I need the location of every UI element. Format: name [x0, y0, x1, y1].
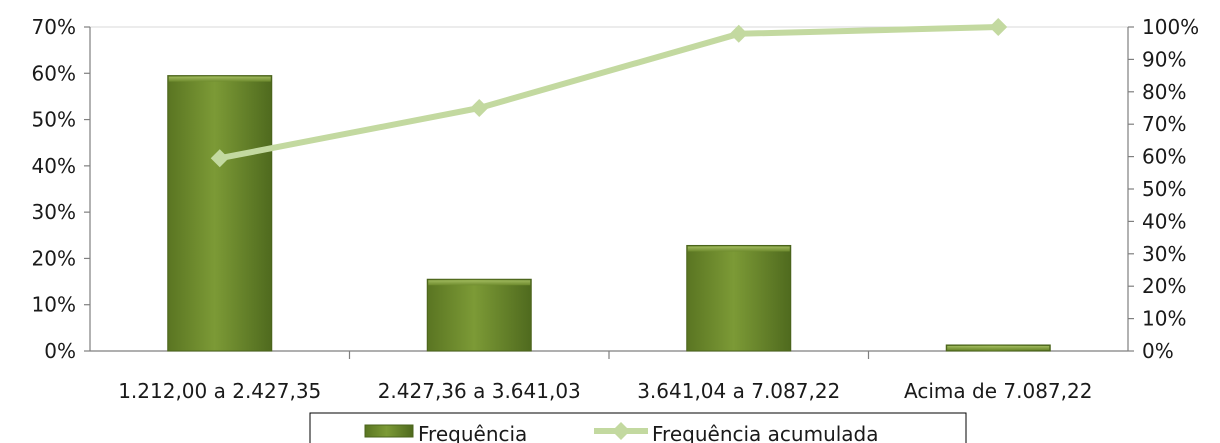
y-left-tick-label: 10% [32, 293, 76, 317]
y-right-tick-label: 20% [1142, 274, 1186, 298]
y-left-tick-label: 30% [32, 200, 76, 224]
bar [686, 244, 792, 352]
y-right-tick-label: 40% [1142, 209, 1186, 233]
cumulative-point [729, 24, 748, 43]
y-right-tick-label: 100% [1142, 15, 1199, 39]
bar-highlight [947, 345, 1050, 350]
bar [167, 75, 273, 352]
legend-label-acumulada: Frequência acumulada [652, 422, 879, 443]
y-right-tick-label: 60% [1142, 145, 1186, 169]
x-category-label: 2.427,36 a 3.641,03 [378, 379, 581, 403]
x-category-label: 3.641,04 a 7.087,22 [637, 379, 840, 403]
y-left-tick-label: 70% [32, 15, 76, 39]
x-category-label: Acima de 7.087,22 [904, 379, 1092, 403]
y-left-tick-label: 20% [32, 246, 76, 270]
legend-diamond-icon [612, 422, 630, 440]
x-category-label: 1.212,00 a 2.427,35 [118, 379, 321, 403]
cumulative-point [989, 18, 1008, 36]
bar [426, 278, 532, 352]
legend-label-frequencia: Frequência [418, 422, 527, 443]
legend: Frequência Frequência acumulada [309, 412, 967, 443]
bar-highlight [168, 76, 271, 82]
bar-highlight [428, 280, 531, 286]
y-right-tick-label: 90% [1142, 47, 1186, 71]
y-right-tick-label: 0% [1142, 339, 1174, 363]
y-left-tick-label: 40% [32, 154, 76, 178]
legend-bar-swatch [364, 424, 414, 438]
y-left-tick-label: 50% [32, 108, 76, 132]
y-right-tick-label: 10% [1142, 307, 1186, 331]
cumulative-line [219, 24, 999, 162]
y-right-tick-label: 50% [1142, 177, 1186, 201]
y-right-tick-label: 80% [1142, 80, 1186, 104]
y-right-tick-label: 30% [1142, 242, 1186, 266]
cumulative-point [470, 99, 489, 117]
cumulative-point [210, 149, 229, 168]
y-right-tick-label: 70% [1142, 112, 1186, 136]
bar-highlight [687, 246, 790, 252]
y-left-tick-label: 60% [32, 61, 76, 85]
y-left-tick-label: 0% [44, 339, 76, 363]
